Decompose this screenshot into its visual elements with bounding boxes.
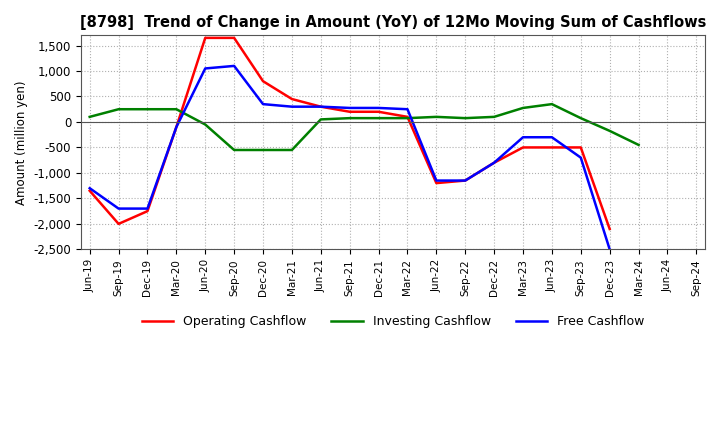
Investing Cashflow: [403, 115, 412, 121]
Free Cashflow: [461, 178, 469, 183]
Investing Cashflow: [518, 105, 527, 110]
Operating Cashflow: [374, 109, 383, 114]
Operating Cashflow: [432, 180, 441, 186]
Free Cashflow: [577, 155, 585, 160]
Investing Cashflow: [114, 106, 123, 112]
Investing Cashflow: [461, 115, 469, 121]
Investing Cashflow: [287, 147, 296, 153]
Operating Cashflow: [258, 79, 267, 84]
Operating Cashflow: [201, 35, 210, 40]
Free Cashflow: [346, 105, 354, 110]
Free Cashflow: [374, 105, 383, 110]
Operating Cashflow: [490, 160, 498, 165]
Operating Cashflow: [548, 145, 557, 150]
Free Cashflow: [606, 247, 614, 252]
Free Cashflow: [490, 160, 498, 165]
Investing Cashflow: [374, 115, 383, 121]
Title: [8798]  Trend of Change in Amount (YoY) of 12Mo Moving Sum of Cashflows: [8798] Trend of Change in Amount (YoY) o…: [80, 15, 706, 30]
Free Cashflow: [201, 66, 210, 71]
Investing Cashflow: [143, 106, 152, 112]
Operating Cashflow: [287, 96, 296, 102]
Line: Operating Cashflow: Operating Cashflow: [90, 38, 610, 229]
Investing Cashflow: [346, 115, 354, 121]
Operating Cashflow: [403, 114, 412, 120]
Free Cashflow: [403, 106, 412, 112]
Investing Cashflow: [258, 147, 267, 153]
Free Cashflow: [143, 206, 152, 211]
Free Cashflow: [172, 125, 181, 130]
Free Cashflow: [114, 206, 123, 211]
Investing Cashflow: [317, 117, 325, 122]
Operating Cashflow: [86, 188, 94, 194]
Free Cashflow: [317, 104, 325, 109]
Line: Free Cashflow: Free Cashflow: [90, 66, 610, 249]
Operating Cashflow: [346, 109, 354, 114]
Investing Cashflow: [201, 122, 210, 127]
Investing Cashflow: [577, 115, 585, 121]
Operating Cashflow: [518, 145, 527, 150]
Investing Cashflow: [432, 114, 441, 120]
Y-axis label: Amount (million yen): Amount (million yen): [15, 80, 28, 205]
Operating Cashflow: [577, 145, 585, 150]
Investing Cashflow: [606, 128, 614, 133]
Operating Cashflow: [230, 35, 238, 40]
Investing Cashflow: [172, 106, 181, 112]
Free Cashflow: [287, 104, 296, 109]
Investing Cashflow: [548, 102, 557, 107]
Free Cashflow: [548, 135, 557, 140]
Free Cashflow: [518, 135, 527, 140]
Investing Cashflow: [230, 147, 238, 153]
Operating Cashflow: [461, 178, 469, 183]
Operating Cashflow: [317, 104, 325, 109]
Legend: Operating Cashflow, Investing Cashflow, Free Cashflow: Operating Cashflow, Investing Cashflow, …: [137, 310, 649, 333]
Free Cashflow: [432, 178, 441, 183]
Free Cashflow: [258, 102, 267, 107]
Investing Cashflow: [634, 142, 643, 147]
Operating Cashflow: [114, 221, 123, 227]
Line: Investing Cashflow: Investing Cashflow: [90, 104, 639, 150]
Operating Cashflow: [172, 125, 181, 130]
Operating Cashflow: [143, 209, 152, 214]
Operating Cashflow: [606, 226, 614, 231]
Investing Cashflow: [86, 114, 94, 120]
Investing Cashflow: [490, 114, 498, 120]
Free Cashflow: [230, 63, 238, 69]
Free Cashflow: [86, 186, 94, 191]
